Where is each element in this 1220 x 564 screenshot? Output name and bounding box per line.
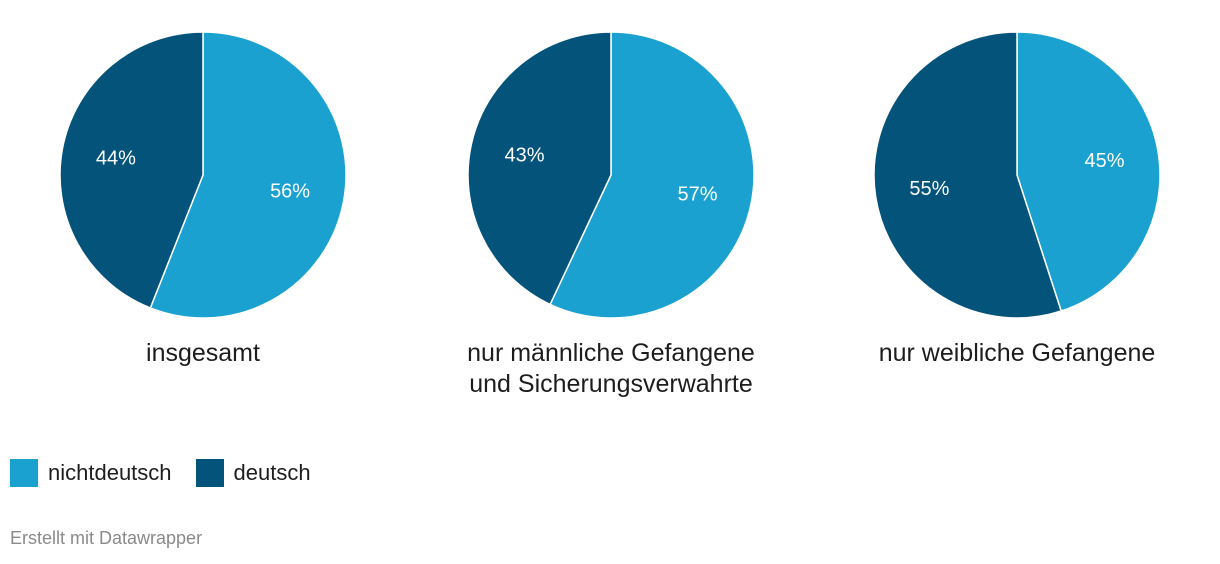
legend-item-deutsch: deutsch (195, 459, 311, 487)
pie-data-label-nichtdeutsch: 45% (1085, 150, 1125, 172)
pie-svg-weiblich: 45% 55% (873, 31, 1161, 319)
pie-chart-maennlich: 57% 43% (466, 30, 756, 320)
legend-swatch-nichtdeutsch (10, 459, 38, 487)
credit-text: Erstellt mit Datawrapper (10, 528, 203, 548)
caption-text: insgesamt (146, 339, 260, 367)
pie-data-label-deutsch: 55% (909, 178, 949, 200)
legend-item-nichtdeutsch: nichtdeutsch (10, 459, 172, 487)
legend-label: deutsch (233, 460, 311, 485)
legend: nichtdeutsch deutsch (10, 459, 335, 487)
caption-line-1: nur männliche Gefangene (467, 339, 755, 367)
pie-slice-deutsch (873, 31, 1063, 319)
pie-chart-weiblich: 45% 55% (872, 30, 1162, 320)
pie-slice-deutsch (59, 31, 204, 309)
pie-slice-deutsch (467, 31, 612, 306)
pie-charts-area: 56% 44% 57% 43% 45% 55% insgesamt nur männl… (0, 30, 1220, 400)
pie-slice-nichtdeutsch (549, 31, 755, 319)
pie-data-label-nichtdeutsch: 57% (678, 183, 718, 205)
pie-caption-insgesamt: insgesamt (0, 338, 413, 369)
pie-slice-nichtdeutsch (1016, 31, 1161, 312)
legend-swatch-deutsch (195, 459, 224, 487)
pie-caption-weiblich: nur weibliche Gefangene (807, 338, 1220, 369)
pie-data-label-nichtdeutsch: 56% (270, 181, 310, 203)
caption-line-2: und Sicherungsverwahrte (469, 370, 753, 398)
caption-text: nur weibliche Gefangene (878, 339, 1156, 367)
pie-caption-maennlich: nur männliche Gefangene und Sicherungsve… (401, 338, 821, 400)
pie-data-label-deutsch: 44% (96, 147, 136, 169)
pie-data-label-deutsch: 43% (504, 145, 544, 167)
pie-svg-insgesamt: 56% 44% (59, 31, 347, 319)
pie-slice-nichtdeutsch (149, 31, 347, 319)
pie-svg-maennlich: 57% 43% (467, 31, 755, 319)
pie-chart-insgesamt: 56% 44% (58, 30, 348, 320)
legend-label: nichtdeutsch (48, 460, 172, 485)
